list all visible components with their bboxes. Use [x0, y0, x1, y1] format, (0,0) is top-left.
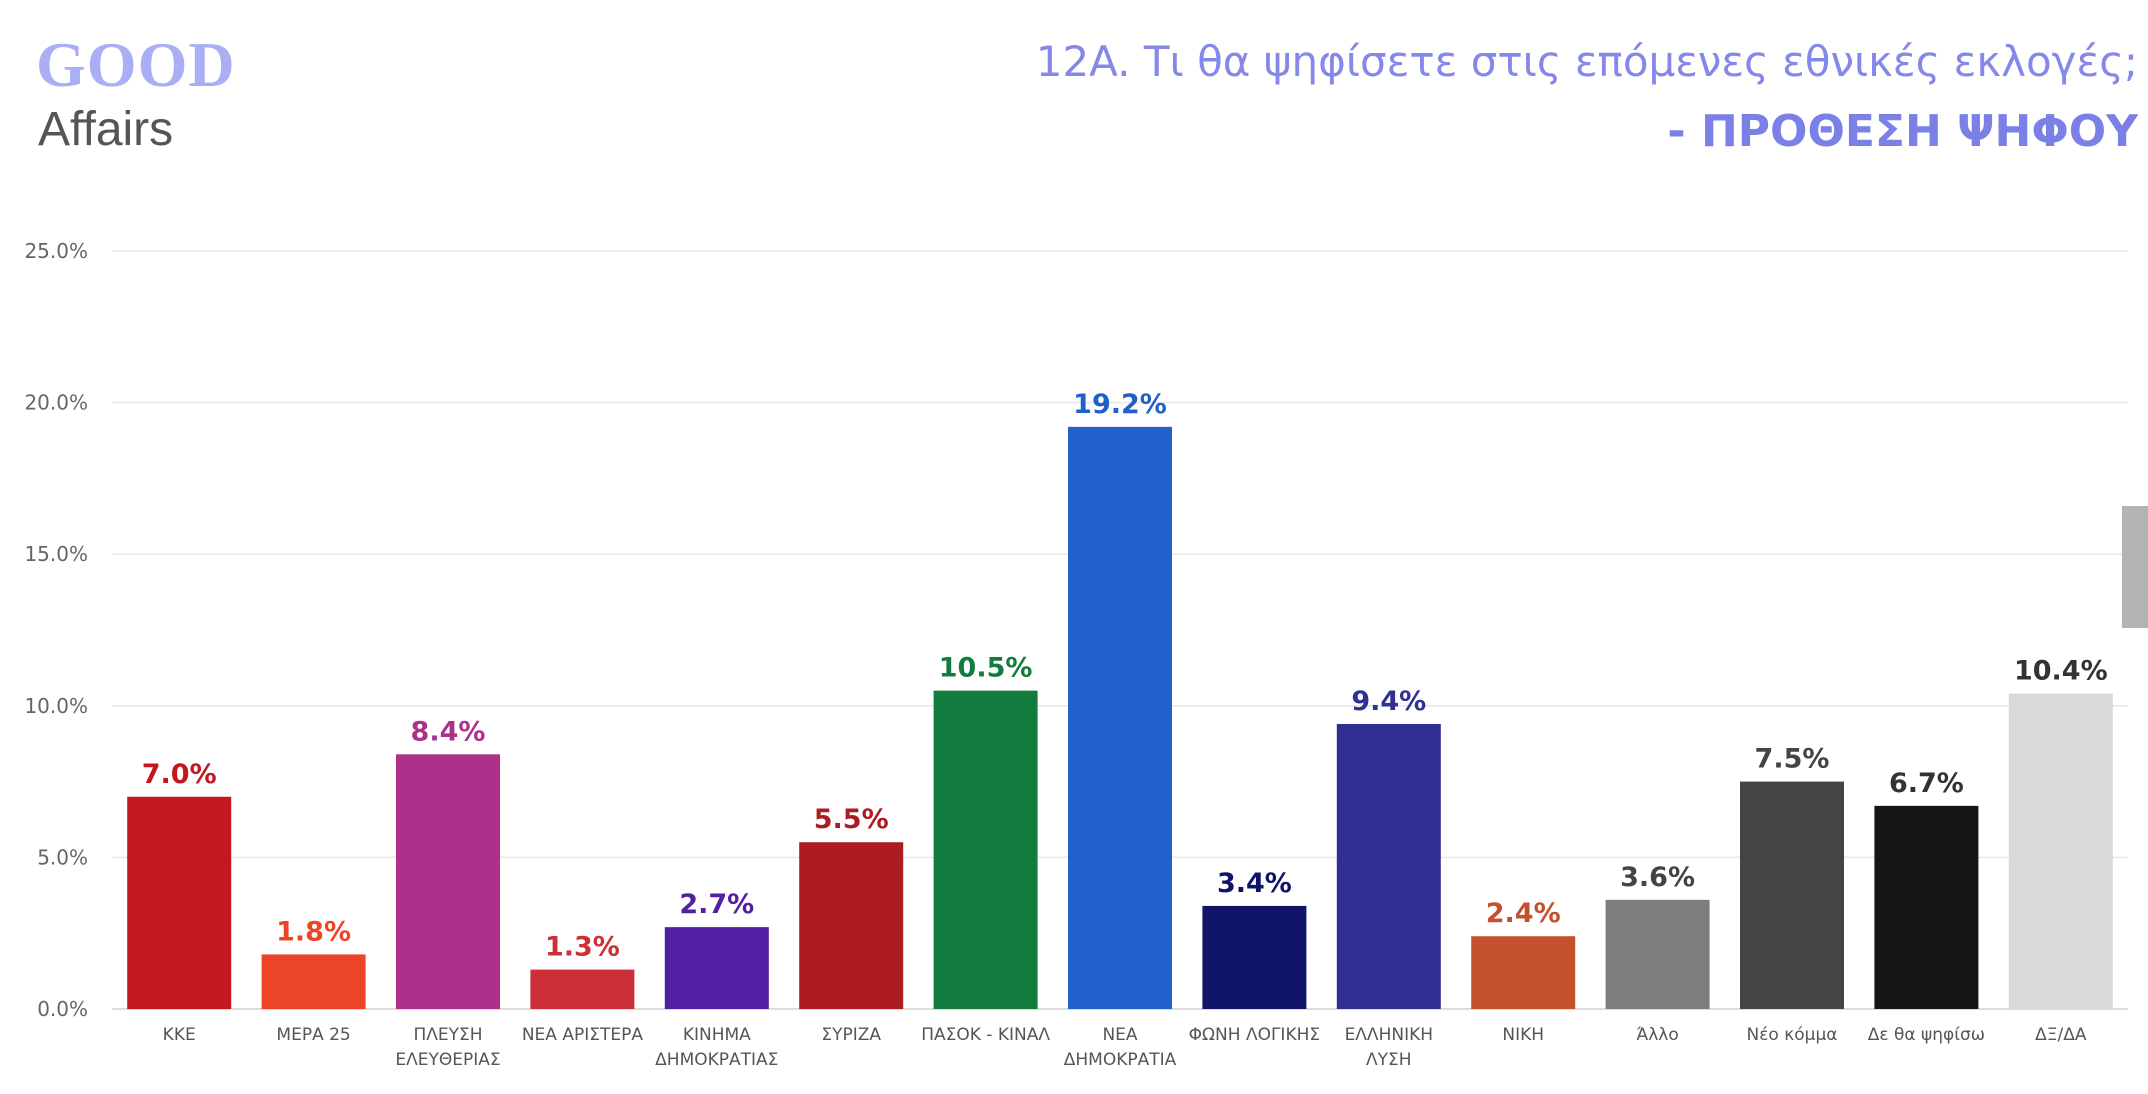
category-label: ΠΑΣΟΚ - ΚΙΝΑΛ	[921, 1025, 1050, 1045]
bar	[1605, 899, 1710, 1009]
category-label: ΔΞ/ΔΑ	[2035, 1025, 2087, 1045]
bar	[933, 690, 1038, 1009]
category-label: ΚΚΕ	[163, 1025, 196, 1045]
category-label: ΕΛΛΗΝΙΚΗ ΛΥΣΗ	[1345, 1025, 1433, 1070]
data-label: 9.4%	[1351, 686, 1426, 717]
data-label: 8.4%	[411, 716, 486, 747]
data-label: 5.5%	[814, 804, 889, 835]
bar	[1336, 723, 1441, 1009]
chart-title: 12A. Τι θα ψηφίσετε στις επόμενες εθνικέ…	[1035, 37, 2138, 86]
bar	[261, 954, 366, 1009]
bar	[1874, 805, 1979, 1009]
bar	[664, 927, 769, 1009]
data-label: 10.5%	[939, 653, 1033, 684]
bar	[1471, 936, 1576, 1009]
y-tick-label: 20.0%	[24, 391, 88, 415]
data-label: 6.7%	[1889, 768, 1964, 799]
y-tick-label: 5.0%	[37, 845, 88, 869]
data-label: 7.0%	[142, 759, 217, 790]
chart-subtitle: - ΠΡΟΘΕΣΗ ΨΗΦΟΥ	[1667, 106, 2138, 157]
data-label: 10.4%	[2014, 656, 2108, 687]
bar	[530, 969, 635, 1009]
bar	[396, 754, 500, 1009]
y-tick-label: 0.0%	[37, 997, 88, 1021]
category-label: ΝΕΑ ΔΗΜΟΚΡΑΤΙΑ	[1064, 1025, 1177, 1070]
category-label: ΚΙΝΗΜΑ ΔΗΜΟΚΡΑΤΙΑΣ	[655, 1025, 778, 1070]
category-label: ΣΥΡΙΖΑ	[821, 1025, 881, 1045]
bar	[127, 796, 232, 1009]
y-tick-label: 15.0%	[24, 542, 88, 566]
data-label: 7.5%	[1755, 744, 1830, 775]
bar	[1202, 905, 1307, 1009]
category-label: ΝΙΚΗ	[1502, 1025, 1544, 1045]
category-label: ΠΛΕΥΣΗ ΕΛΕΥΘΕΡΙΑΣ	[395, 1025, 500, 1070]
scrollbar-thumb[interactable]	[2122, 506, 2148, 628]
category-label: ΝΕΑ ΑΡΙΣΤΕΡΑ	[522, 1025, 644, 1045]
data-label: 3.4%	[1217, 868, 1292, 899]
category-label: ΜΕΡΑ 25	[276, 1025, 350, 1045]
data-label: 2.4%	[1486, 898, 1561, 929]
logo-wordmark-good: GOOD	[36, 29, 236, 100]
category-label: Δε θα ψηφίσω	[1868, 1025, 1985, 1045]
category-label: Νέο κόμμα	[1747, 1025, 1838, 1045]
logo-wordmark-affairs: Affairs	[38, 103, 174, 156]
bar	[1068, 426, 1172, 1009]
data-label: 19.2%	[1073, 389, 1167, 420]
category-label: Άλλο	[1636, 1025, 1678, 1045]
y-tick-label: 25.0%	[24, 239, 88, 263]
logo: GOOD Affairs	[36, 30, 266, 170]
data-label: 2.7%	[679, 889, 754, 920]
data-label: 1.3%	[545, 932, 620, 963]
category-label: ΦΩΝΗ ΛΟΓΙΚΗΣ	[1189, 1025, 1320, 1045]
bar-chart: 0.0% 5.0% 10.0% 15.0% 20.0% 25.0% 7.0% ΚΚΕ 1.8% Μ…	[24, 239, 2128, 1070]
data-label: 3.6%	[1620, 862, 1695, 893]
bar	[1740, 781, 1844, 1009]
y-tick-label: 10.0%	[24, 694, 88, 718]
bar	[799, 842, 904, 1009]
bar	[2008, 693, 2113, 1009]
data-label: 1.8%	[276, 916, 351, 947]
